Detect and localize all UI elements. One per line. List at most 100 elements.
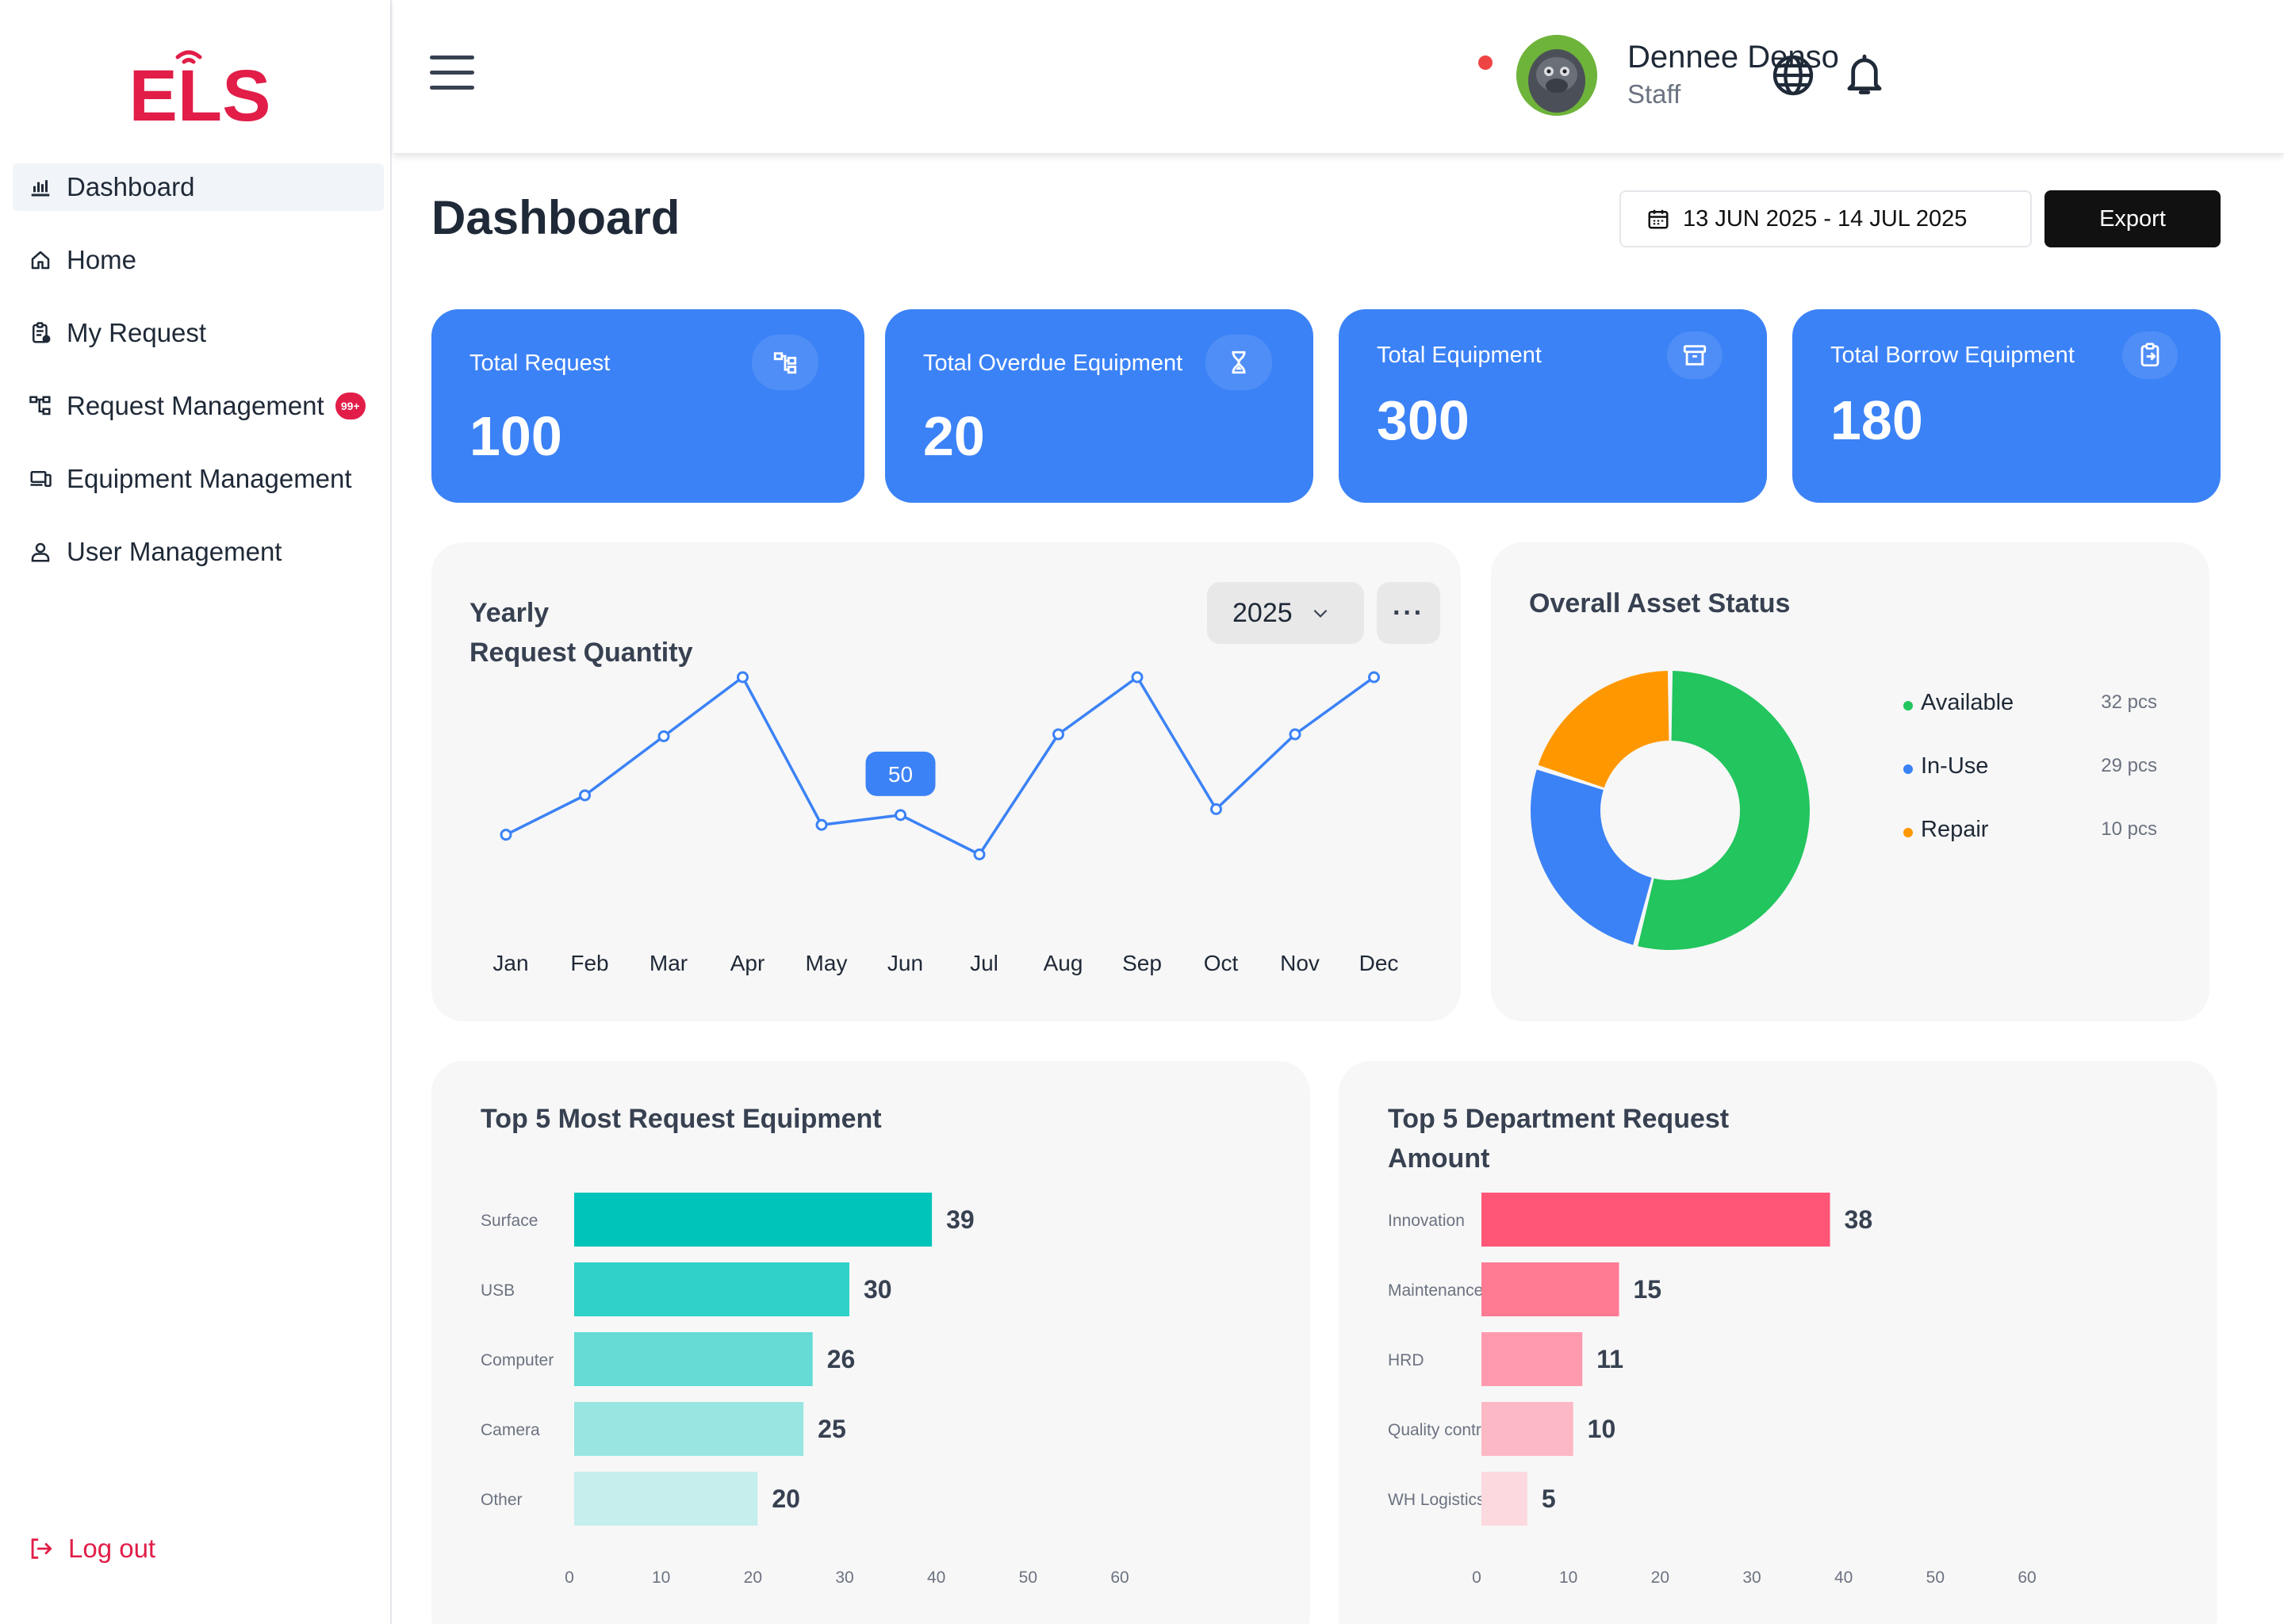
chevron-down-icon: [1313, 609, 1327, 618]
panel-title: Top 5 Most Request Equipment: [481, 1104, 882, 1134]
data-point[interactable]: [500, 829, 512, 841]
year-select-value: 2025: [1232, 597, 1293, 628]
x-tick-label: 60: [1110, 1568, 1129, 1587]
bar[interactable]: [1481, 1262, 1619, 1316]
stat-card-total-request[interactable]: Total Request 100: [431, 309, 864, 503]
sidebar-item-my-request[interactable]: My Request: [13, 309, 384, 357]
stat-card-total-borrow[interactable]: Total Borrow Equipment 180: [1792, 309, 2221, 503]
hierarchy-icon: [752, 335, 818, 390]
legend-item[interactable]: Repair 10 pcs: [1903, 817, 2157, 880]
legend-value: 32 pcs: [2101, 691, 2157, 713]
x-tick-label: Jan: [492, 951, 528, 975]
stat-card-total-overdue[interactable]: Total Overdue Equipment 20: [885, 309, 1313, 503]
sidebar-item-equipment-management[interactable]: Equipment Management: [13, 455, 384, 503]
data-point[interactable]: [1289, 728, 1301, 741]
year-select[interactable]: 2025: [1207, 582, 1364, 644]
sidebar-item-user-management[interactable]: User Management: [13, 528, 384, 576]
bar-value-label: 26: [827, 1345, 856, 1373]
bar[interactable]: [1481, 1193, 1830, 1247]
logout-button[interactable]: Log out: [27, 1534, 155, 1564]
panel-title: Top 5 Department Request Amount: [1388, 1099, 1729, 1178]
date-range-picker[interactable]: 13 JUN 2025 - 14 JUL 2025: [1619, 190, 2032, 247]
bar[interactable]: [574, 1332, 813, 1386]
bar-value-label: 38: [1845, 1205, 1873, 1234]
legend-dot: [1903, 764, 1913, 774]
data-point[interactable]: [737, 671, 749, 684]
data-point[interactable]: [895, 809, 906, 822]
els-logo[interactable]: ELS: [128, 43, 271, 125]
data-point[interactable]: [1210, 802, 1222, 815]
top-department-panel: Top 5 Department Request Amount Innovati…: [1339, 1061, 2217, 1624]
hourglass-icon: [1205, 335, 1272, 390]
panel-title: Overall Asset Status: [1529, 588, 1791, 619]
menu-toggle-icon[interactable]: [430, 56, 474, 94]
category-label: Maintenance: [1388, 1281, 1483, 1300]
bar[interactable]: [574, 1193, 933, 1247]
x-tick-label: 30: [1742, 1568, 1761, 1587]
sidebar-item-home[interactable]: Home: [13, 236, 384, 284]
panel-title-line2: Request Quantity: [469, 638, 693, 668]
x-tick-label: 60: [2018, 1568, 2036, 1587]
category-label: Other: [481, 1491, 523, 1509]
legend-value: 10 pcs: [2101, 818, 2157, 840]
x-tick-label: Mar: [650, 951, 688, 975]
bar[interactable]: [1481, 1402, 1573, 1456]
bar[interactable]: [574, 1402, 804, 1456]
legend-value: 29 pcs: [2101, 755, 2157, 776]
top-header: Dennee Denso Staff: [393, 0, 2284, 154]
department-bar-chart: Innovation 38 Maintenance 15 HRD 11 Quality co…: [1388, 1193, 2037, 1587]
devices-icon: [27, 465, 54, 492]
sidebar-item-label: Dashboard: [67, 172, 195, 201]
category-label: HRD: [1388, 1351, 1424, 1369]
stat-label: Total Borrow Equipment: [1830, 343, 2075, 368]
x-tick-label: 20: [1651, 1568, 1669, 1587]
data-point[interactable]: [815, 818, 828, 831]
data-point[interactable]: [973, 848, 986, 860]
legend-item[interactable]: Available 32 pcs: [1903, 690, 2157, 753]
sidebar-item-dashboard[interactable]: Dashboard: [13, 163, 384, 211]
export-button[interactable]: Export: [2044, 190, 2221, 247]
bar-value-label: 20: [772, 1484, 800, 1513]
bar[interactable]: [1481, 1472, 1527, 1526]
legend-label: Available: [1921, 690, 2014, 715]
sidebar-item-request-management[interactable]: Request Management 99+: [13, 382, 384, 430]
bar[interactable]: [1481, 1332, 1583, 1386]
legend-item[interactable]: In-Use 29 pcs: [1903, 753, 2157, 817]
data-point[interactable]: [579, 789, 591, 802]
stat-value: 180: [1830, 389, 1923, 451]
x-tick-label: 10: [1559, 1568, 1577, 1587]
x-tick-label: May: [806, 951, 848, 975]
hierarchy-icon: [27, 393, 54, 419]
sidebar-item-label: User Management: [67, 537, 282, 566]
donut-slice-repair[interactable]: [1538, 671, 1669, 788]
legend-label: In-Use: [1921, 753, 1989, 779]
bar-value-label: 5: [1542, 1484, 1556, 1513]
donut-slice-available[interactable]: [1638, 671, 1810, 950]
data-point[interactable]: [1368, 671, 1380, 684]
category-label: USB: [481, 1281, 515, 1300]
bar-chart-icon: [27, 174, 54, 201]
bar[interactable]: [574, 1472, 758, 1526]
calendar-icon: [1648, 209, 1669, 229]
x-tick-label: Dec: [1359, 951, 1399, 975]
yearly-request-panel: Yearly Request Quantity 2025 ··· Jan Feb M…: [431, 542, 1461, 1021]
panel-title: Yearly Request Quantity: [469, 593, 692, 672]
page-title: Dashboard: [431, 191, 680, 244]
donut-slice-in-use[interactable]: [1531, 769, 1652, 945]
bar[interactable]: [574, 1262, 849, 1316]
notification-dot: [1478, 56, 1493, 70]
data-point[interactable]: [1052, 728, 1064, 741]
user-role: Staff: [1627, 79, 1681, 109]
legend-label: Repair: [1921, 817, 1989, 842]
bar-value-label: 39: [946, 1205, 975, 1234]
data-point[interactable]: [1131, 671, 1144, 684]
avatar[interactable]: [1516, 35, 1597, 116]
globe-icon[interactable]: [1770, 52, 1816, 98]
bell-icon[interactable]: [1841, 51, 1887, 100]
data-point[interactable]: [657, 730, 670, 742]
x-tick-label: Oct: [1204, 951, 1239, 975]
more-options-button[interactable]: ···: [1377, 582, 1440, 644]
x-tick-label: 0: [565, 1568, 574, 1587]
bar-value-label: 25: [818, 1415, 846, 1443]
stat-card-total-equipment[interactable]: Total Equipment 300: [1339, 309, 1767, 503]
